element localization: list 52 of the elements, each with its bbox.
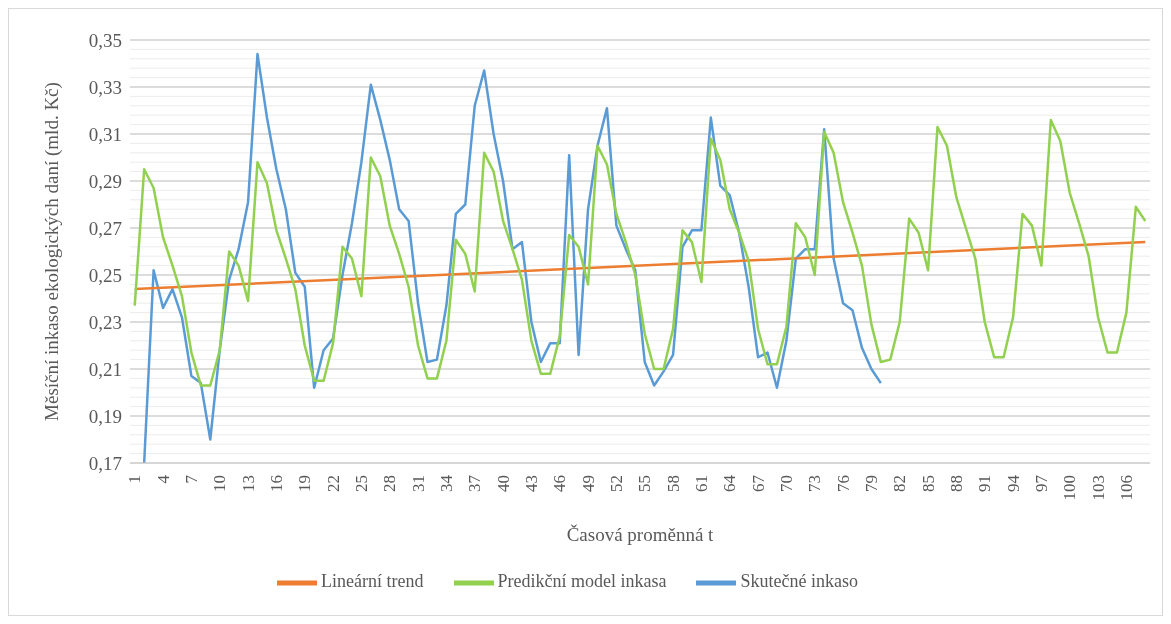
x-tick-label: 106 [1116,475,1136,501]
legend-label: Lineární trend [321,571,424,592]
x-axis-title: Časová proměnná t [566,524,715,545]
y-tick-label: 0,29 [88,170,122,192]
x-tick-label: 4 [153,474,173,484]
x-tick-label: 34 [436,474,456,492]
x-tick-label: 94 [1003,474,1023,492]
y-tick-label: 0,33 [88,76,122,98]
x-tick-label: 1 [125,475,145,484]
x-tick-label: 64 [720,474,740,492]
y-tick-label: 0,25 [88,264,122,286]
x-tick-label: 55 [635,475,655,492]
y-tick-label: 0,31 [88,123,122,145]
x-tick-label: 100 [1060,475,1080,501]
x-tick-label: 103 [1088,475,1108,501]
x-tick-label: 25 [351,475,371,492]
x-tick-label: 73 [805,475,825,492]
x-tick-label: 13 [238,475,258,492]
y-axis-title: Měsíční inkaso ekologických daní (mld. Kč) [40,82,63,421]
y-tick-label: 0,27 [88,217,122,239]
x-tick-label: 40 [493,475,513,492]
x-tick-label: 70 [776,475,796,492]
x-tick-label: 97 [1031,474,1051,492]
x-tick-label: 28 [380,475,400,492]
x-tick-label: 31 [408,475,428,492]
x-tick-label: 85 [918,475,938,492]
x-tick-label: 16 [266,475,286,492]
y-tick-label: 0,21 [88,358,122,380]
x-tick-label: 61 [691,475,711,492]
y-tick-label: 0,19 [88,405,122,427]
x-tick-label: 7 [181,474,201,484]
x-tick-label: 79 [861,475,881,492]
x-tick-label: 46 [550,475,570,492]
x-tick-label: 22 [323,475,343,492]
y-tick-label: 0,17 [88,452,122,474]
x-tick-label: 19 [295,475,315,492]
y-tick-label: 0,23 [88,311,122,333]
y-tick-label: 0,35 [88,29,122,51]
x-tick-label: 52 [606,475,626,492]
x-tick-label: 76 [833,475,853,492]
x-tick-label: 58 [663,475,683,492]
line-series [133,118,1147,387]
x-tick-label: 88 [946,475,966,492]
x-tick-label: 10 [210,475,230,492]
x-tick-label: 82 [890,475,910,492]
x-tick-label: 43 [521,475,541,492]
x-tick-label: 49 [578,475,598,492]
x-tick-label: 37 [465,474,485,492]
x-tick-label: 91 [975,475,995,492]
legend-label: Predikční model inkasa [497,571,667,592]
x-tick-label: 67 [748,474,768,492]
legend-label: Skutečné inkaso [740,571,858,592]
